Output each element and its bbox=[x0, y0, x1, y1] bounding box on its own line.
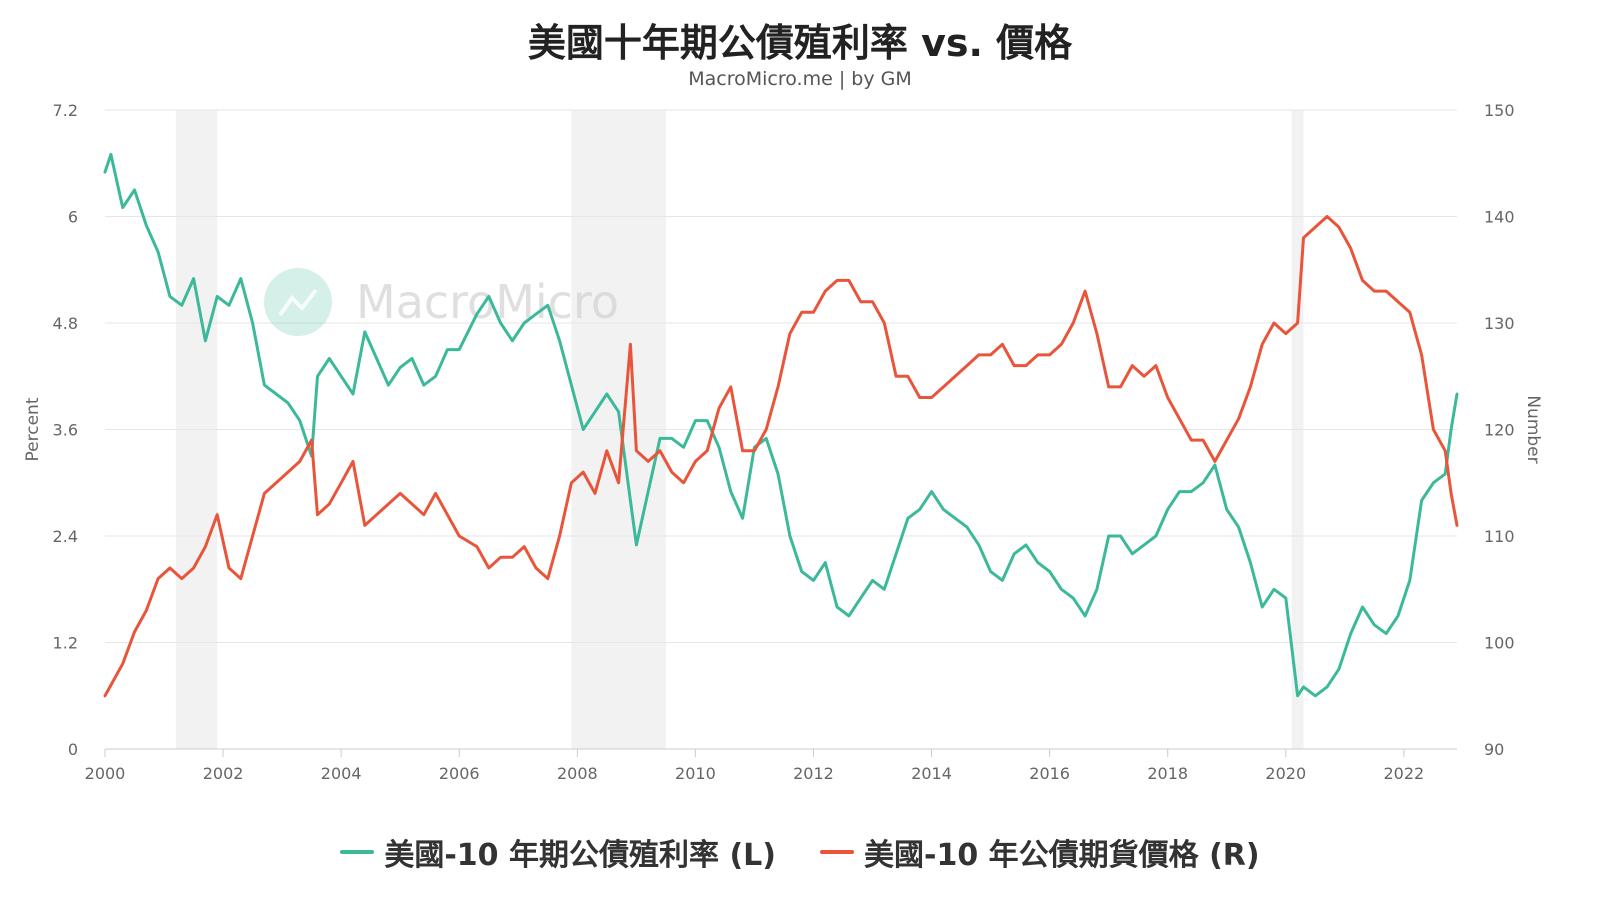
series-line-1 bbox=[103, 215, 1459, 698]
y-right-tick-label: 90 bbox=[1484, 740, 1504, 759]
watermark: MacroMicro bbox=[264, 268, 619, 336]
watermark-chart-icon bbox=[278, 288, 318, 317]
y-right-tick-label: 150 bbox=[1484, 101, 1515, 120]
x-tick-label: 2008 bbox=[557, 764, 598, 783]
y-left-tick-label: 2.4 bbox=[53, 527, 78, 546]
y-right-tick-label: 130 bbox=[1484, 314, 1515, 333]
x-tick-label: 2016 bbox=[1029, 764, 1070, 783]
legend-item-yield[interactable]: 美國-10 年期公債殖利率 (L) bbox=[340, 830, 776, 874]
x-tick-label: 2012 bbox=[793, 764, 834, 783]
y-left-tick-label: 0 bbox=[68, 740, 78, 759]
legend: 美國-10 年期公債殖利率 (L) 美國-10 年公債期貨價格 (R) bbox=[0, 830, 1600, 874]
series-lines bbox=[103, 152, 1459, 698]
y-right-tick-label: 100 bbox=[1484, 634, 1515, 653]
legend-item-price[interactable]: 美國-10 年公債期貨價格 (R) bbox=[820, 830, 1260, 874]
axes: 0 1.2 2.4 3.6 4.8 6 7.2 90 100 110 120 130 140 150 200… bbox=[23, 101, 1543, 783]
legend-label-yield: 美國-10 年期公債殖利率 (L) bbox=[384, 838, 776, 873]
y-left-tick-label: 1.2 bbox=[53, 634, 78, 653]
series-line-0 bbox=[103, 152, 1459, 698]
y-left-tick-label: 6 bbox=[68, 208, 78, 227]
y-right-tick-label: 120 bbox=[1484, 421, 1515, 440]
chart-title: 美國十年期公債殖利率 vs. 價格 bbox=[527, 21, 1073, 65]
y-right-axis-label: Number bbox=[1523, 395, 1543, 463]
x-tick-label: 2002 bbox=[203, 764, 244, 783]
chart-subtitle: MacroMicro.me | by GM bbox=[688, 68, 912, 90]
x-tick-label: 2010 bbox=[675, 764, 716, 783]
x-tick-label: 2006 bbox=[439, 764, 480, 783]
legend-swatch-yield bbox=[340, 850, 375, 854]
legend-swatch-price bbox=[820, 850, 854, 854]
y-left-axis-label: Percent bbox=[23, 397, 43, 461]
x-tick-label: 2000 bbox=[85, 764, 126, 783]
y-left-tick-label: 4.8 bbox=[53, 314, 78, 333]
gridlines bbox=[105, 109, 1457, 750]
y-right-tick-label: 140 bbox=[1484, 208, 1515, 227]
y-right-tick-label: 110 bbox=[1484, 527, 1515, 546]
x-tick-label: 2014 bbox=[911, 764, 952, 783]
x-tick-label: 2022 bbox=[1384, 764, 1425, 783]
x-tick-label: 2018 bbox=[1147, 764, 1188, 783]
y-left-tick-label: 7.2 bbox=[53, 101, 78, 120]
legend-label-price: 美國-10 年公債期貨價格 (R) bbox=[864, 838, 1260, 873]
y-left-tick-label: 3.6 bbox=[53, 421, 78, 440]
x-tick-label: 2020 bbox=[1265, 764, 1306, 783]
x-tick-label: 2004 bbox=[321, 764, 362, 783]
watermark-text: MacroMicro bbox=[356, 275, 619, 329]
